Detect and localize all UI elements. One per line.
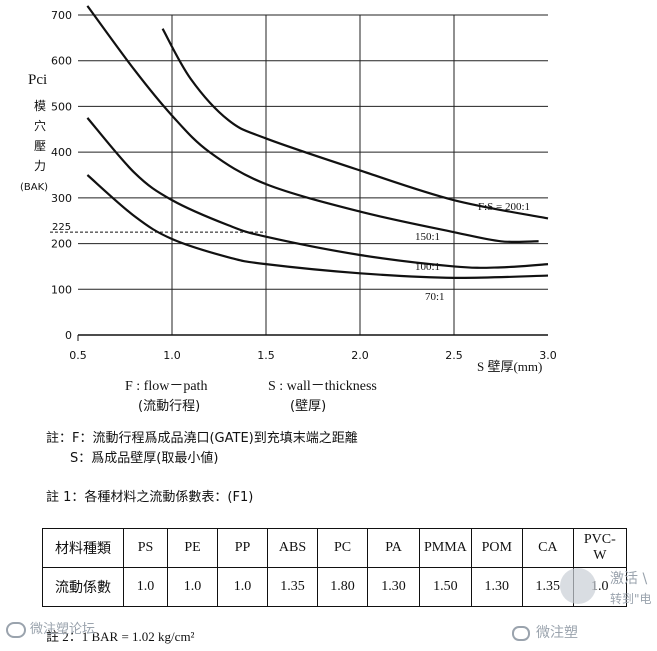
- series-label: F:S = 200:1: [478, 201, 530, 213]
- table-cell: 1.30: [470, 567, 523, 607]
- y-axis-label-char: 壓: [34, 139, 47, 153]
- x-tick-label: 0.5: [69, 349, 87, 362]
- table-cell: PA: [367, 528, 420, 568]
- table-cell: 1.0: [167, 567, 218, 607]
- chat-bubble-icon: [6, 621, 26, 638]
- note-2: 註 2：1 BAR = 1.02 kg/cm²: [46, 629, 195, 644]
- note-f-definition: 註：F：流動行程爲成品澆口(GATE)到充填末端之距離: [46, 431, 358, 446]
- table-cell: 1.80: [317, 567, 368, 607]
- activation-watermark-1: 激活 \: [610, 571, 648, 587]
- table-cell: 1.0: [123, 567, 168, 607]
- table-cell: 1.35: [267, 567, 318, 607]
- watermark-right: 微注塑: [512, 622, 578, 642]
- table-cell: CA: [521, 528, 574, 568]
- table-cell: ABS: [267, 528, 318, 568]
- table-cell: PP: [217, 528, 268, 568]
- y-axis-label-pci: Pci: [28, 72, 48, 88]
- table-cell: 1.30: [367, 567, 420, 607]
- x-tick-label: 1.0: [163, 349, 181, 362]
- y-tick-label: 100: [51, 283, 72, 296]
- table-cell: PE: [167, 528, 218, 568]
- table-cell: 流動係數: [42, 567, 124, 607]
- note-s-definition: S：爲成品壁厚(取最小値): [70, 451, 219, 466]
- legend-s: S : wall－thickness: [268, 379, 377, 394]
- y-axis-label-char: 穴: [34, 119, 47, 133]
- y-tick-label: 0: [65, 329, 72, 342]
- table-cell: PMMA: [419, 528, 472, 568]
- series-label: 70:1: [425, 291, 445, 303]
- x-tick-label: 2.0: [351, 349, 369, 362]
- y-tick-label: 400: [51, 146, 72, 159]
- watermark-left: 微注塑论坛: [6, 618, 95, 638]
- y-tick-label: 200: [51, 238, 72, 251]
- x-tick-label: 2.5: [445, 349, 463, 362]
- legend-f-cn: (流動行程): [138, 399, 201, 414]
- chart-area: 0 100 200 300 400 500 600 700 0.5 1.0 1.5 2.0 2.5 3.0…: [50, 5, 557, 362]
- y-tick-label: 300: [51, 192, 72, 205]
- wechat-icon: [512, 625, 530, 641]
- series-line: [161, 28, 549, 220]
- y-axis-label-char: 力: [34, 159, 47, 173]
- y-tick-label: 500: [51, 100, 72, 113]
- note-1: 註 1：各種材料之流動係數表：(F1): [46, 490, 254, 505]
- y-tick-label: 600: [51, 55, 72, 68]
- table-cell: PVC-W: [572, 528, 627, 568]
- table-cell: 1.0: [217, 567, 268, 607]
- table-row: 流動係數 1.0 1.0 1.0 1.35 1.80 1.30 1.50 1.3…: [42, 567, 627, 607]
- x-tick-label: 3.0: [539, 349, 557, 362]
- table-cell: POM: [470, 528, 523, 568]
- legend-f: F : flow－path: [125, 379, 208, 394]
- series-line: [86, 5, 539, 244]
- series-line: [86, 174, 549, 279]
- activation-watermark-2: 转到"电: [610, 592, 652, 606]
- flow-coefficient-table: 材料種類 PS PE PP ABS PC PA PMMA POM CA PVC-…: [42, 528, 627, 607]
- y-tick-label: 700: [51, 9, 72, 22]
- y-axis-label-char: 模: [34, 99, 47, 113]
- table-row: 材料種類 PS PE PP ABS PC PA PMMA POM CA PVC-…: [42, 528, 627, 568]
- y-axis-unit: (BAK): [20, 182, 49, 193]
- x-axis-label: S 壁厚(mm): [477, 359, 543, 374]
- series-label: 100:1: [415, 261, 440, 273]
- table-cell: 材料種類: [42, 528, 124, 568]
- table-cell: PC: [317, 528, 368, 568]
- key-icon: [560, 568, 596, 604]
- table-cell: 1.50: [419, 567, 472, 607]
- table-cell: PS: [123, 528, 168, 568]
- series-label: 150:1: [415, 231, 440, 243]
- reference-label: 225: [52, 222, 71, 233]
- legend-s-cn: (壁厚): [290, 399, 327, 414]
- series-line: [86, 117, 549, 269]
- x-tick-label: 1.5: [257, 349, 275, 362]
